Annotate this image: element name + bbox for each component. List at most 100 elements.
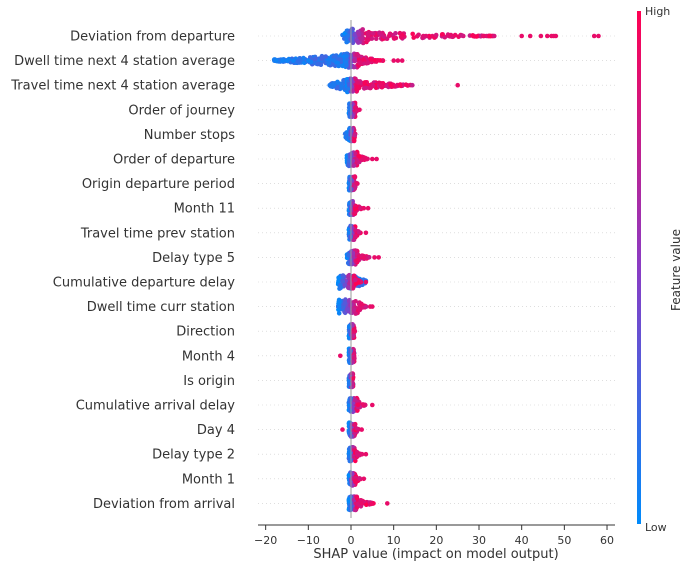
feature-row-points: [346, 494, 390, 513]
x-tick-label: 40: [515, 534, 529, 547]
colorbar-low-label: Low: [645, 521, 667, 534]
shap-point: [350, 158, 356, 164]
shap-point-outlier: [357, 107, 362, 113]
feature-label: Delay type 2: [152, 448, 235, 463]
feature-row-points: [336, 297, 375, 316]
shap-point-outlier: [591, 33, 597, 39]
shap-point: [346, 253, 352, 258]
shap-point: [411, 35, 417, 40]
shap-point-outlier: [385, 501, 390, 506]
feature-row-points: [346, 371, 356, 390]
shap-point-outlier: [363, 279, 369, 285]
shap-point: [365, 32, 371, 37]
x-tick-label: 50: [557, 534, 571, 547]
feature-label: Month 11: [174, 202, 235, 217]
shap-point: [347, 350, 353, 355]
shap-point: [352, 151, 358, 157]
shap-point: [350, 376, 356, 381]
shap-point-outlier: [340, 427, 345, 432]
shap-point: [384, 36, 390, 41]
shap-point: [448, 32, 454, 38]
x-tick-label: 10: [387, 534, 401, 547]
shap-point: [346, 325, 352, 330]
shap-point: [350, 254, 356, 259]
shap-point: [345, 285, 351, 290]
shap-point: [397, 82, 403, 88]
shap-point: [348, 507, 353, 513]
colorbar-high-label: High: [645, 5, 670, 18]
x-axis-label: SHAP value (impact on model output): [313, 547, 558, 562]
x-tick-label: 20: [429, 534, 443, 547]
shap-point: [374, 36, 379, 41]
shap-point: [347, 272, 352, 278]
shap-point: [342, 282, 348, 288]
shap-point: [338, 285, 344, 291]
shap-point: [356, 229, 362, 235]
shap-point-outlier: [395, 58, 401, 63]
shap-point: [357, 154, 362, 159]
feature-label: Direction: [176, 325, 235, 340]
shap-point-outlier: [355, 181, 360, 186]
shap-point: [370, 31, 376, 36]
shap-point: [362, 80, 368, 85]
shap-point-outlier: [338, 353, 343, 359]
feature-label: Number stops: [144, 128, 235, 143]
shap-point: [355, 453, 361, 458]
shap-point: [350, 250, 356, 256]
shap-point: [323, 54, 329, 59]
feature-label: Dwell time next 4 station average: [14, 54, 235, 69]
shap-point: [355, 257, 360, 263]
shap-point: [358, 60, 363, 65]
shap-point: [343, 54, 349, 59]
feature-row-points: [335, 272, 369, 291]
shap-point-outlier: [455, 82, 461, 88]
shap-point: [384, 83, 389, 88]
feature-label: Travel time next 4 station average: [10, 79, 235, 94]
feature-label: Order of departure: [113, 153, 235, 168]
shap-point-outlier: [553, 33, 559, 39]
shap-point: [336, 299, 342, 305]
shap-point: [346, 298, 352, 304]
x-tick-label: 30: [472, 534, 486, 547]
shap-point-outlier: [284, 58, 290, 63]
colorbar-gradient: [637, 11, 641, 524]
shap-point: [388, 83, 393, 88]
shap-point-outlier: [370, 156, 375, 162]
shap-point: [433, 32, 439, 38]
shap-point-outlier: [399, 58, 405, 63]
shap-point: [313, 56, 318, 61]
shap-point: [349, 38, 355, 43]
shap-point: [347, 449, 352, 455]
shap-point: [369, 36, 375, 41]
x-tick-label: 60: [600, 534, 614, 547]
colorbar: High Low Feature value: [637, 5, 683, 534]
feature-label: Month 1: [182, 472, 235, 487]
shap-point: [355, 80, 361, 86]
shap-point: [337, 57, 343, 62]
feature-label: Day 4: [197, 423, 235, 438]
shap-point-outlier: [359, 501, 365, 506]
shap-point: [319, 54, 325, 59]
shap-point: [352, 328, 358, 334]
shap-point: [367, 85, 373, 91]
shap-point-outlier: [376, 255, 382, 260]
shap-point-outlier: [527, 33, 533, 39]
feature-row-points: [346, 100, 362, 119]
shap-point: [357, 306, 363, 312]
shap-point: [342, 301, 348, 306]
x-tick-label: −10: [297, 534, 320, 547]
shap-point: [345, 33, 350, 39]
shap-point: [347, 280, 353, 286]
shap-point: [326, 60, 332, 66]
shap-point: [350, 285, 356, 291]
shap-point-outlier: [374, 156, 379, 162]
shap-point: [366, 37, 371, 42]
shap-point-outlier: [363, 230, 369, 236]
feature-row-points: [327, 76, 461, 95]
shap-point-outlier: [274, 58, 279, 63]
shap-point: [359, 301, 364, 307]
shap-point: [339, 275, 345, 281]
shap-point: [353, 479, 358, 485]
shap-point: [360, 27, 366, 32]
